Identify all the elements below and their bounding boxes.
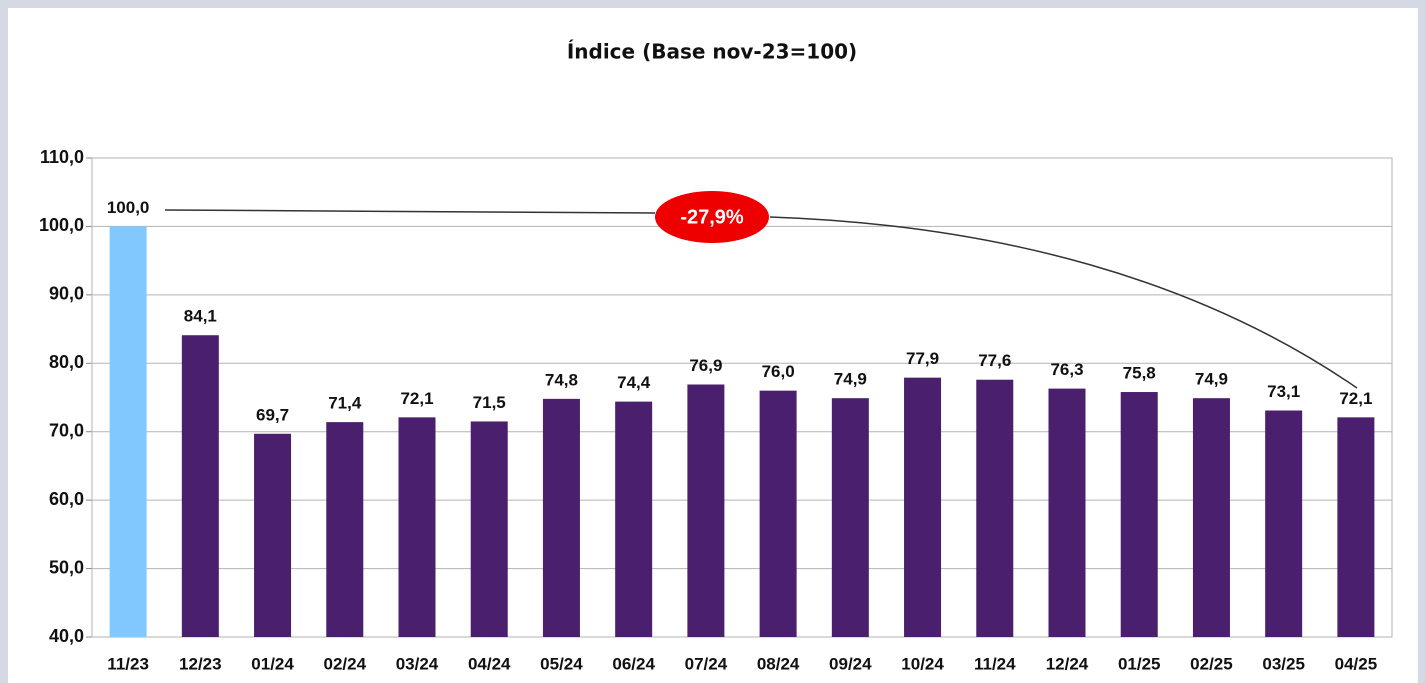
x-tick-label: 03/25 — [1262, 654, 1305, 673]
value-label: 71,4 — [328, 394, 362, 413]
bar — [831, 398, 869, 637]
y-tick-label: 90,0 — [49, 284, 84, 304]
x-tick-label: 06/24 — [612, 654, 655, 673]
x-tick-label: 12/24 — [1046, 654, 1089, 673]
bar — [1265, 410, 1303, 637]
bar — [542, 398, 580, 637]
bar — [1120, 392, 1158, 637]
plot-border — [91, 157, 1393, 638]
x-tick-label: 11/24 — [974, 654, 1016, 673]
bar — [254, 433, 292, 637]
value-label: 72,1 — [1339, 389, 1372, 408]
value-label: 76,3 — [1050, 360, 1083, 379]
y-tick-label: 100,0 — [39, 215, 84, 235]
value-label: 74,9 — [1195, 370, 1228, 389]
value-label: 77,6 — [978, 351, 1011, 370]
value-label: 75,8 — [1123, 364, 1156, 383]
y-tick-label: 110,0 — [40, 147, 84, 167]
x-tick-label: 08/24 — [757, 654, 800, 673]
bar — [1337, 417, 1375, 637]
x-tick-label: 12/23 — [179, 654, 222, 673]
bar — [615, 401, 653, 637]
bar — [976, 379, 1014, 637]
change-badge — [655, 191, 769, 243]
y-tick-label: 80,0 — [49, 352, 84, 372]
x-tick-label: 01/24 — [251, 654, 294, 673]
value-label: 74,8 — [545, 370, 578, 389]
value-label: 76,9 — [689, 356, 722, 375]
bar — [904, 377, 942, 637]
x-tick-label: 11/23 — [107, 654, 149, 673]
x-tick-label: 04/25 — [1335, 654, 1378, 673]
x-tick-label: 05/24 — [540, 654, 583, 673]
bar — [181, 335, 219, 637]
y-tick-label: 70,0 — [49, 420, 84, 440]
value-label: 74,4 — [617, 373, 651, 392]
value-label: 84,1 — [184, 307, 217, 326]
bar — [398, 417, 436, 637]
y-tick-label: 50,0 — [49, 557, 84, 577]
bar — [759, 390, 797, 637]
x-tick-label: 04/24 — [468, 654, 511, 673]
value-label: 72,1 — [400, 389, 433, 408]
y-tick-label: 40,0 — [49, 626, 84, 646]
value-label: 73,1 — [1267, 382, 1300, 401]
bar — [470, 421, 508, 637]
value-label: 71,5 — [473, 393, 506, 412]
value-label: 76,0 — [762, 362, 795, 381]
x-tick-label: 03/24 — [396, 654, 439, 673]
x-tick-label: 02/24 — [324, 654, 367, 673]
plot-area: 40,0 50,0 60,0 70,0 80,0 90,0 100,0 110,0 100,0 1… — [39, 147, 1393, 673]
value-label: 74,9 — [834, 370, 867, 389]
x-tick-label: 01/25 — [1118, 654, 1161, 673]
bar — [1048, 388, 1086, 637]
x-tick-label: 10/24 — [901, 654, 944, 673]
connector-line — [164, 209, 656, 214]
chart-title: Índice (Base nov-23=100) — [567, 40, 857, 64]
change-label: -27,9% — [680, 206, 744, 228]
value-label: 77,9 — [906, 349, 939, 368]
bar — [326, 422, 364, 637]
x-tick-label: 07/24 — [685, 654, 728, 673]
bar — [1192, 398, 1230, 637]
x-tick-label: 09/24 — [829, 654, 872, 673]
value-label: 69,7 — [256, 405, 289, 424]
connector-line — [769, 216, 1358, 389]
x-tick-label: 02/25 — [1190, 654, 1233, 673]
bar — [687, 384, 725, 637]
y-tick-label: 60,0 — [49, 489, 84, 509]
bar — [109, 226, 147, 637]
value-label: 100,0 — [107, 198, 150, 217]
